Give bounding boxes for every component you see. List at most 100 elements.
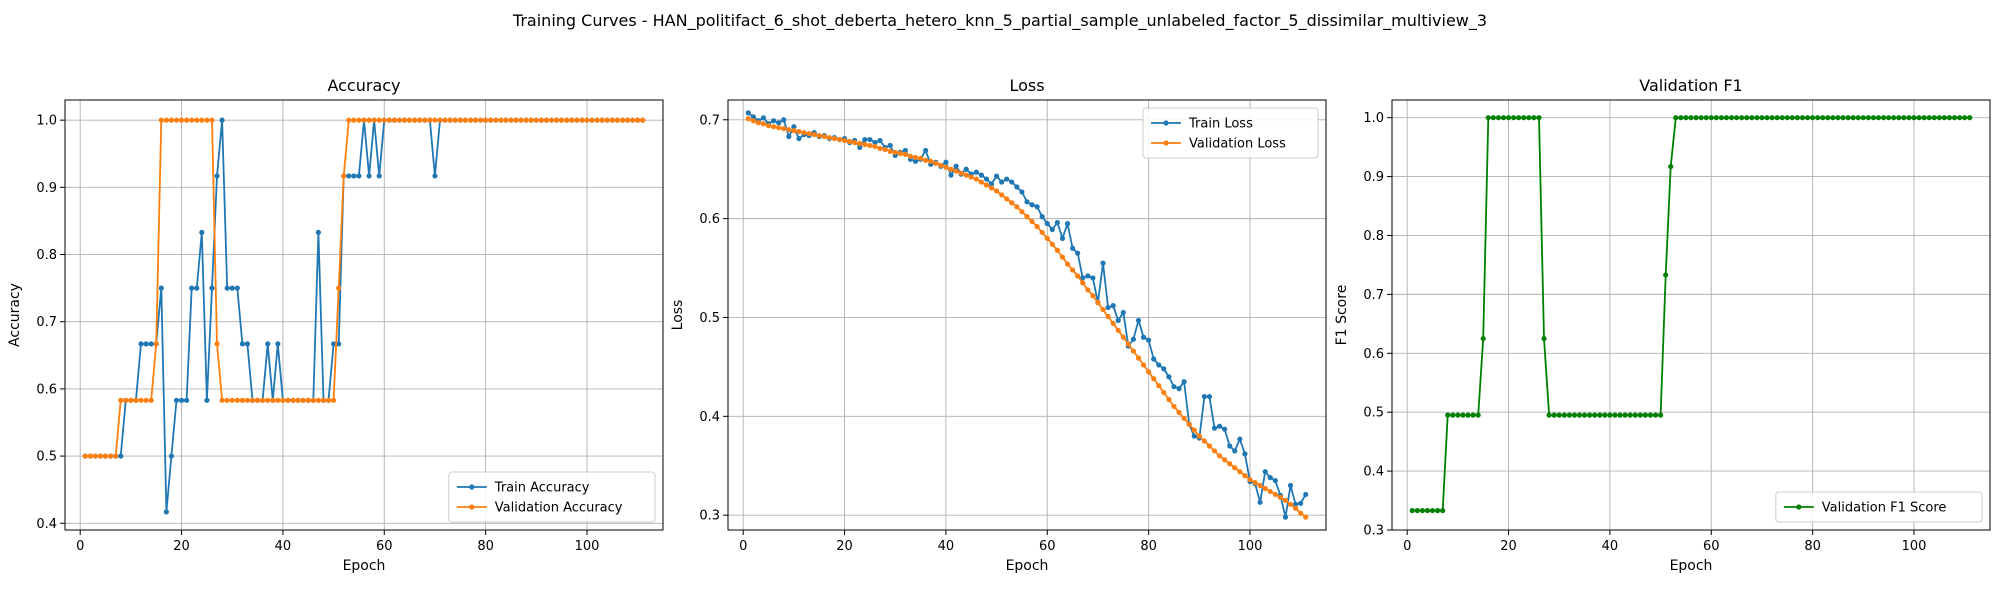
data-point bbox=[123, 397, 129, 403]
data-point bbox=[1075, 273, 1081, 279]
data-point bbox=[1105, 304, 1111, 311]
data-point bbox=[249, 397, 256, 403]
data-point bbox=[1070, 267, 1076, 273]
data-point bbox=[153, 341, 159, 347]
data-point bbox=[973, 176, 979, 182]
data-point bbox=[1774, 115, 1780, 121]
data-point bbox=[1232, 465, 1238, 471]
data-point bbox=[1455, 412, 1461, 418]
panel-validation-f1: 0 20 40 60 80 100 0.3 0.4 0.5 0.6 0.7 0.8 0.9 1.0 Vali… bbox=[1334, 76, 1991, 574]
data-point bbox=[1799, 115, 1806, 121]
y-tick-label: 0.3 bbox=[1363, 524, 1384, 539]
data-point bbox=[184, 397, 190, 403]
data-point bbox=[1125, 341, 1131, 347]
data-point bbox=[254, 397, 261, 403]
data-point bbox=[467, 117, 474, 123]
data-point bbox=[1201, 393, 1207, 400]
panel-title: Loss bbox=[1009, 76, 1044, 95]
data-point bbox=[1485, 115, 1491, 121]
data-point bbox=[1120, 334, 1126, 340]
data-point bbox=[1019, 209, 1025, 215]
data-point bbox=[624, 117, 631, 123]
data-point bbox=[801, 130, 807, 136]
data-point bbox=[852, 139, 858, 146]
data-point bbox=[133, 397, 139, 403]
data-point bbox=[1287, 501, 1294, 507]
data-point bbox=[781, 117, 787, 123]
data-point bbox=[1541, 335, 1547, 342]
legend: Train Loss Validation Loss bbox=[1142, 107, 1319, 159]
axes-frame bbox=[727, 99, 1327, 531]
data-point bbox=[1019, 189, 1025, 195]
data-point bbox=[1429, 507, 1436, 514]
data-point bbox=[1810, 115, 1816, 121]
data-point bbox=[1044, 235, 1050, 241]
data-point bbox=[457, 117, 463, 123]
data-point bbox=[1946, 115, 1953, 121]
data-point bbox=[776, 125, 782, 131]
data-point bbox=[1039, 229, 1045, 236]
data-point bbox=[1576, 412, 1583, 418]
legend-label: Validation F1 Score bbox=[1822, 501, 1947, 516]
data-point bbox=[1095, 300, 1101, 306]
data-point bbox=[1024, 214, 1030, 220]
data-point bbox=[1064, 220, 1071, 227]
data-point bbox=[553, 117, 560, 123]
data-point bbox=[831, 135, 838, 142]
data-point bbox=[523, 117, 529, 123]
data-point bbox=[330, 397, 337, 403]
data-point bbox=[1272, 477, 1278, 484]
data-point bbox=[1039, 214, 1045, 220]
data-point bbox=[498, 117, 504, 123]
data-point bbox=[1789, 115, 1795, 121]
data-point bbox=[189, 117, 195, 123]
x-tick-label: 0 bbox=[739, 539, 747, 554]
data-point bbox=[1642, 412, 1648, 418]
data-point bbox=[442, 117, 448, 123]
data-point bbox=[356, 173, 362, 179]
data-point bbox=[1080, 280, 1086, 286]
data-point bbox=[209, 117, 215, 123]
data-point bbox=[194, 117, 200, 123]
data-point bbox=[1769, 115, 1775, 121]
data-point bbox=[422, 117, 428, 123]
data-point bbox=[1176, 409, 1182, 415]
data-point bbox=[239, 397, 245, 403]
data-point bbox=[872, 143, 878, 150]
data-point bbox=[1830, 115, 1836, 121]
data-point bbox=[1080, 275, 1086, 281]
data-point bbox=[1901, 115, 1907, 121]
data-point bbox=[285, 397, 291, 403]
data-point bbox=[1860, 115, 1866, 121]
data-point bbox=[1936, 115, 1942, 121]
data-point bbox=[1622, 412, 1628, 418]
data-point bbox=[1734, 115, 1740, 121]
data-point bbox=[867, 136, 873, 143]
data-point bbox=[1115, 327, 1121, 333]
legend-marker bbox=[1163, 140, 1169, 146]
data-point bbox=[92, 453, 99, 459]
data-point bbox=[1870, 115, 1877, 121]
data-point bbox=[872, 139, 878, 146]
data-point bbox=[1556, 412, 1562, 418]
x-tick-label: 60 bbox=[376, 539, 393, 554]
data-point bbox=[178, 117, 185, 123]
data-point bbox=[1526, 115, 1532, 121]
data-point bbox=[912, 154, 919, 160]
data-point bbox=[1181, 379, 1187, 385]
data-point bbox=[118, 453, 124, 459]
data-point bbox=[148, 341, 154, 347]
data-point bbox=[1282, 514, 1289, 520]
data-point bbox=[857, 140, 863, 147]
data-point bbox=[1267, 475, 1273, 481]
data-point bbox=[189, 285, 195, 291]
data-point bbox=[877, 137, 883, 144]
data-point bbox=[953, 163, 959, 169]
y-tick-label: 0.5 bbox=[36, 450, 57, 465]
y-axis-label: Accuracy bbox=[7, 283, 23, 347]
data-point bbox=[1115, 317, 1121, 324]
data-point bbox=[978, 172, 984, 178]
data-point bbox=[1657, 412, 1664, 418]
data-point bbox=[488, 117, 494, 123]
series-line bbox=[85, 119, 643, 513]
